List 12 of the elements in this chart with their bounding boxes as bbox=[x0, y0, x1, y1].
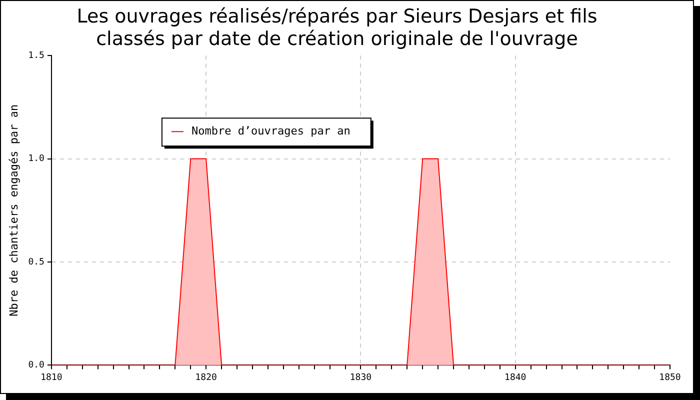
y-tick-label: 0.0 bbox=[28, 360, 44, 371]
x-tick-label: 1820 bbox=[195, 372, 217, 383]
x-tick-label: 1810 bbox=[40, 372, 62, 383]
x-tick-label: 1830 bbox=[350, 372, 372, 383]
x-tick-label: 1850 bbox=[659, 372, 681, 383]
x-tick-label: 1840 bbox=[504, 372, 526, 383]
legend-label: Nombre d’ouvrages par an bbox=[191, 124, 350, 138]
y-axis-title: Nbre de chantiers engagés par an bbox=[7, 104, 20, 316]
y-tick-label: 1.5 bbox=[28, 50, 44, 61]
y-tick-label: 1.0 bbox=[28, 154, 44, 164]
y-tick-label: 0.5 bbox=[28, 257, 44, 268]
chart-title: Les ouvrages réalisés/réparés par Sieurs Desjars et fils classés par date de création originale de l'ouvrage bbox=[76, 5, 598, 50]
